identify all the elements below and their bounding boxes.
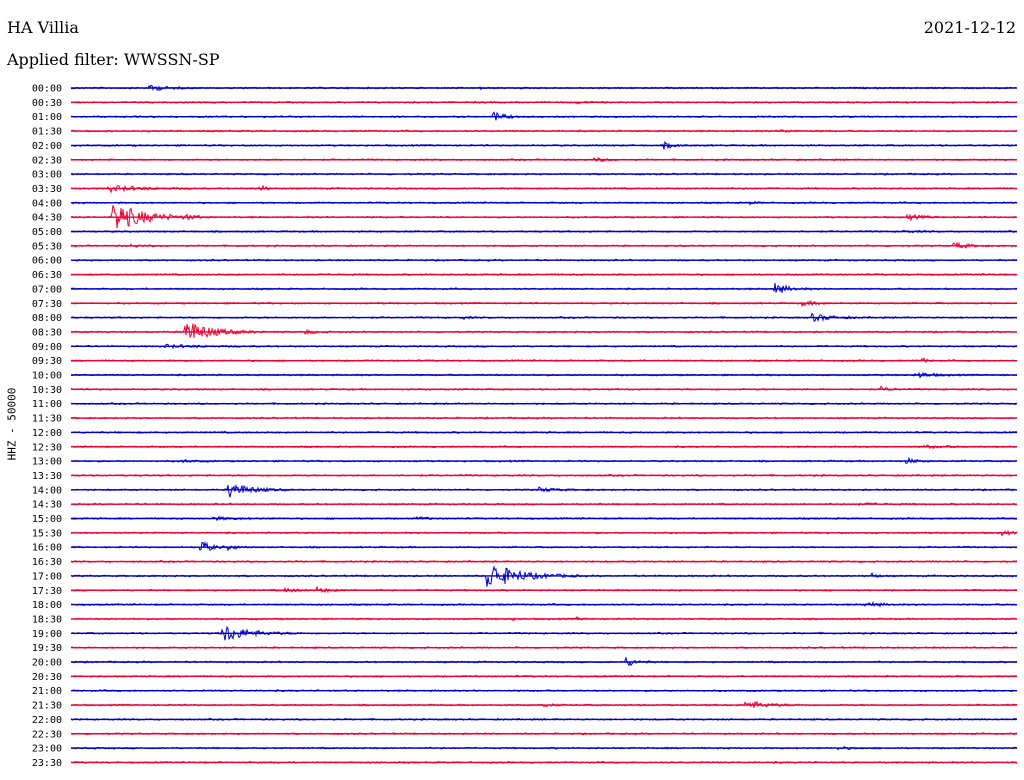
time-label: 01:00 bbox=[32, 112, 62, 123]
time-label: 18:00 bbox=[32, 600, 62, 611]
trace-line bbox=[70, 282, 1018, 293]
time-label: 04:30 bbox=[32, 213, 62, 224]
time-label: 18:30 bbox=[32, 614, 62, 625]
time-label: 10:00 bbox=[32, 371, 62, 382]
time-label: 02:00 bbox=[32, 141, 62, 152]
time-label: 12:00 bbox=[32, 428, 62, 439]
time-label: 21:00 bbox=[32, 686, 62, 697]
time-label: 08:30 bbox=[32, 327, 62, 338]
time-label: 08:00 bbox=[32, 313, 62, 324]
time-label: 06:30 bbox=[32, 270, 62, 281]
time-label: 11:30 bbox=[32, 414, 62, 425]
time-label: 19:30 bbox=[32, 643, 62, 654]
time-label: 16:30 bbox=[32, 557, 62, 568]
trace-line bbox=[70, 564, 1018, 587]
time-label: 02:30 bbox=[32, 155, 62, 166]
time-label: 17:30 bbox=[32, 586, 62, 597]
trace-line bbox=[70, 323, 1018, 339]
time-label: 15:00 bbox=[32, 514, 62, 525]
time-label: 05:00 bbox=[32, 227, 62, 238]
time-label: 12:30 bbox=[32, 442, 62, 453]
date-label: 2021-12-12 bbox=[923, 18, 1016, 37]
time-label: 00:30 bbox=[32, 98, 62, 109]
time-label: 15:30 bbox=[32, 528, 62, 539]
time-label: 13:00 bbox=[32, 457, 62, 468]
time-label: 00:00 bbox=[32, 84, 62, 95]
time-label: 09:30 bbox=[32, 356, 62, 367]
time-label: 20:30 bbox=[32, 672, 62, 683]
time-label: 17:00 bbox=[32, 571, 62, 582]
time-label: 23:00 bbox=[32, 744, 62, 755]
time-label: 06:00 bbox=[32, 256, 62, 267]
time-label: 16:00 bbox=[32, 543, 62, 554]
time-label: 13:30 bbox=[32, 471, 62, 482]
time-label: 01:30 bbox=[32, 127, 62, 138]
time-label: 09:00 bbox=[32, 342, 62, 353]
time-label: 23:30 bbox=[32, 758, 62, 769]
station-name: HA Villia bbox=[7, 18, 79, 37]
time-label: 04:00 bbox=[32, 198, 62, 209]
trace-line bbox=[70, 540, 1018, 552]
time-label: 05:30 bbox=[32, 241, 62, 252]
filter-label: Applied filter: WWSSN-SP bbox=[7, 50, 220, 69]
time-label: 22:00 bbox=[32, 715, 62, 726]
time-label: 07:30 bbox=[32, 299, 62, 310]
time-label: 03:00 bbox=[32, 170, 62, 181]
time-label: 03:30 bbox=[32, 184, 62, 195]
trace-line bbox=[70, 483, 1018, 498]
time-label: 14:00 bbox=[32, 485, 62, 496]
time-label: 20:00 bbox=[32, 658, 62, 669]
time-label: 21:30 bbox=[32, 701, 62, 712]
trace-line bbox=[70, 585, 1018, 594]
time-label: 22:30 bbox=[32, 729, 62, 740]
time-label: 10:30 bbox=[32, 385, 62, 396]
time-label: 07:00 bbox=[32, 284, 62, 295]
time-label: 14:30 bbox=[32, 500, 62, 511]
time-label: 11:00 bbox=[32, 399, 62, 410]
time-label: 19:00 bbox=[32, 629, 62, 640]
